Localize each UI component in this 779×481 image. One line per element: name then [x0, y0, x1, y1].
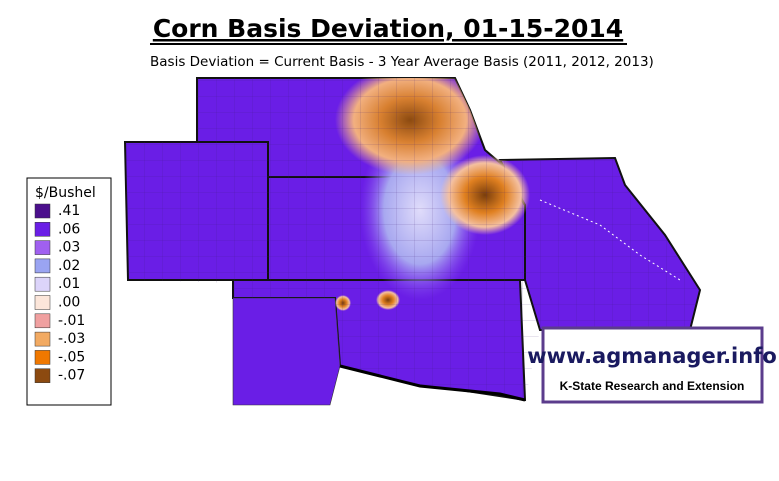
legend-label: .03 — [58, 240, 80, 256]
logo-org: K-State Research and Extension — [560, 379, 745, 393]
red-river — [339, 364, 526, 402]
legend-swatch — [34, 258, 51, 274]
legend-label: -.01 — [58, 313, 85, 329]
legend-swatch — [34, 276, 51, 292]
legend-title: $/Bushel — [35, 185, 96, 201]
legend-swatch — [34, 222, 51, 237]
legend-swatch — [34, 331, 51, 347]
legend-label: -.05 — [58, 349, 85, 365]
region-texas — [232, 297, 341, 406]
logo-url: www.agmanager.info — [527, 344, 777, 368]
legend-swatch — [34, 203, 51, 219]
legend-swatch — [34, 350, 51, 365]
legend-label: -.07 — [58, 368, 85, 384]
legend: $/Bushel .41 .06 .03 .02 .01 .00 -.01 -.03 -.05 -… — [26, 177, 112, 406]
logo: www.agmanager.info K-State Research and … — [527, 326, 777, 404]
legend-swatch — [34, 240, 51, 255]
legend-swatch — [34, 295, 51, 310]
missouri-river — [539, 199, 681, 281]
legend-swatch — [34, 313, 51, 329]
legend-label: .41 — [58, 203, 80, 219]
map-subtitle: Basis Deviation = Current Basis - 3 Year… — [150, 54, 654, 70]
legend-label: .00 — [58, 295, 80, 311]
legend-label: .02 — [58, 258, 80, 274]
map-title: Corn Basis Deviation, 01-15-2014 — [153, 14, 623, 43]
legend-label: .06 — [58, 221, 80, 237]
legend-label: -.03 — [58, 331, 85, 347]
legend-swatch — [34, 368, 51, 383]
legend-label: .01 — [58, 276, 80, 292]
logo-box — [541, 326, 764, 404]
